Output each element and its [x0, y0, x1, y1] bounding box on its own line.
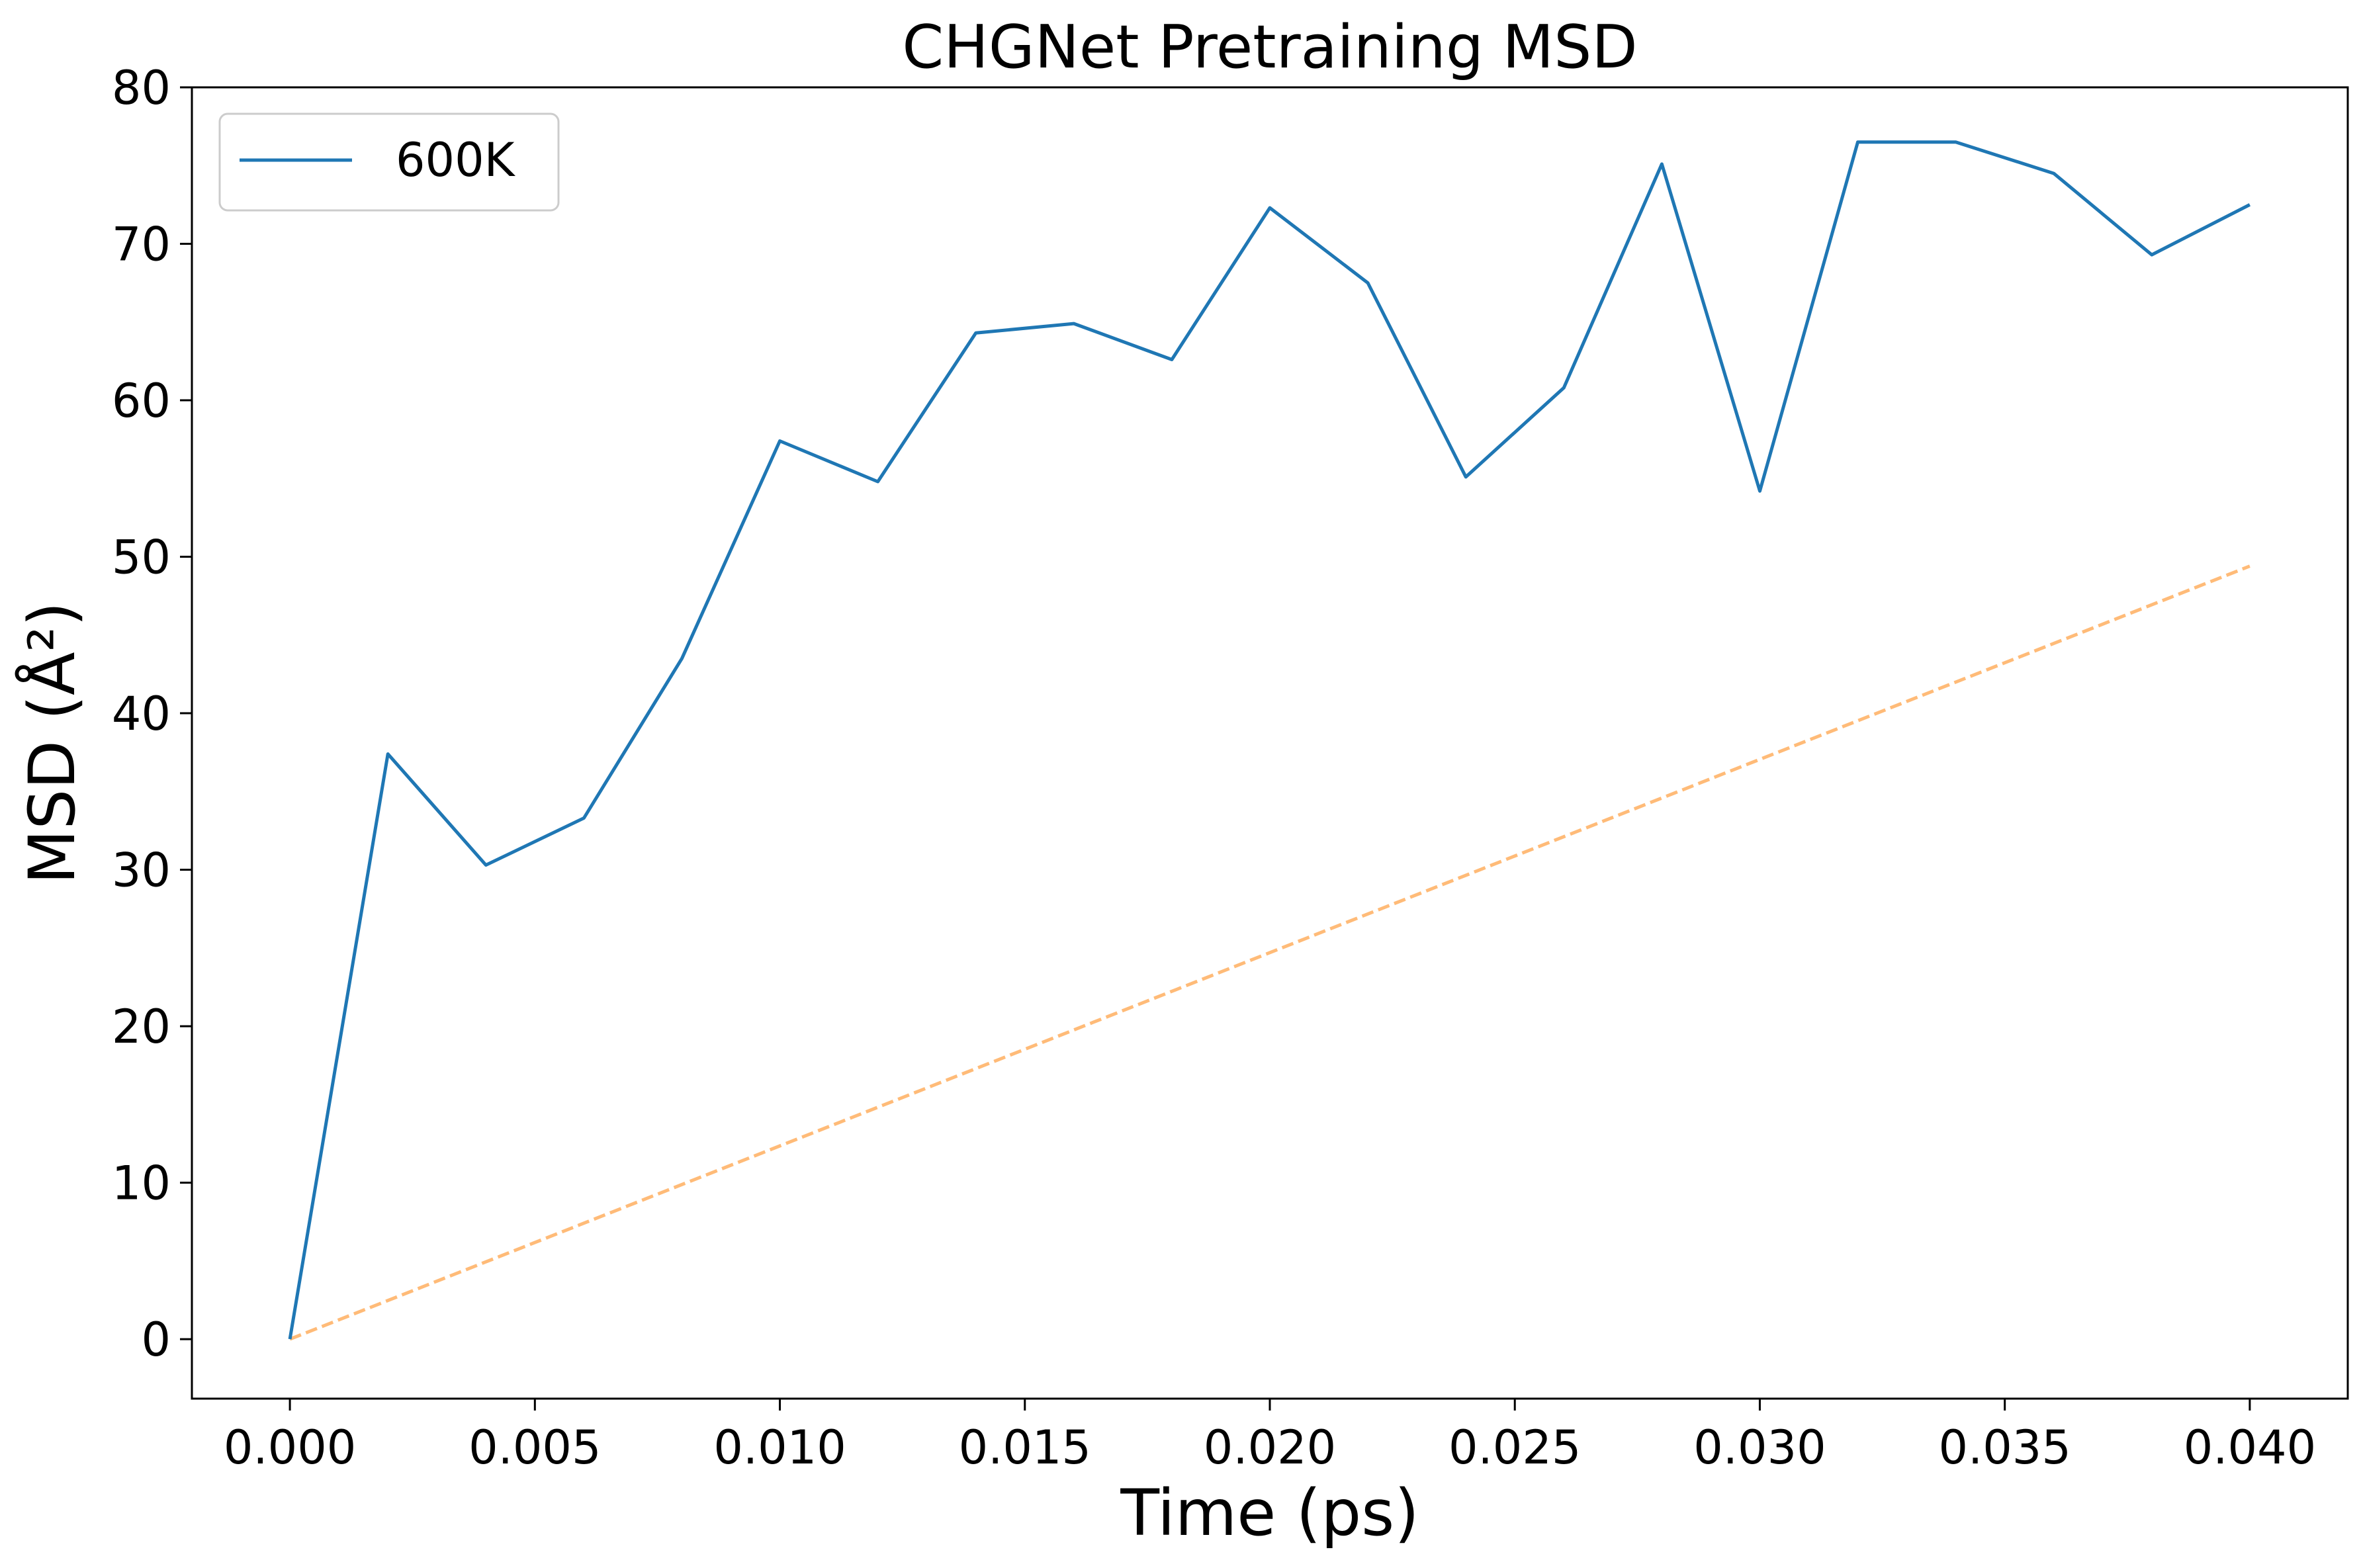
- y-tick-label: 0: [141, 1313, 171, 1367]
- legend: 600K: [218, 112, 560, 212]
- series-line-600k: [288, 140, 2251, 1340]
- plot-area: [288, 140, 2251, 1341]
- y-tick-label: 10: [112, 1156, 171, 1211]
- y-tick-label: 80: [112, 61, 171, 115]
- chart-title: CHGNet Pretraining MSD: [902, 13, 1637, 82]
- x-tick-label: 0.040: [2184, 1420, 2316, 1475]
- y-tick-label: 70: [112, 218, 171, 272]
- y-axis-label: MSD (Å²): [15, 601, 89, 884]
- x-tick-label: 0.020: [1204, 1420, 1336, 1475]
- legend-box: [218, 112, 560, 212]
- x-tick-label: 0.015: [959, 1420, 1091, 1475]
- x-axis-label: Time (ps): [1120, 1476, 1419, 1550]
- y-axis: 0 10 20 30 40 50 60 70 80: [112, 61, 192, 1367]
- x-axis: 0.000 0.005 0.010 0.015 0.020 0.025 0.030 0.035…: [224, 1399, 2316, 1475]
- x-tick-label: 0.030: [1693, 1420, 1826, 1475]
- x-tick-label: 0.000: [224, 1420, 356, 1475]
- x-tick-label: 0.010: [713, 1420, 846, 1475]
- y-tick-label: 20: [112, 1000, 171, 1054]
- y-tick-label: 60: [112, 374, 171, 428]
- reference-dashed-line: [289, 564, 2250, 1341]
- x-tick-label: 0.025: [1448, 1420, 1581, 1475]
- y-tick-label: 50: [112, 531, 171, 585]
- x-tick-label: 0.035: [1938, 1420, 2071, 1475]
- y-tick-label: 30: [112, 844, 171, 898]
- y-tick-label: 40: [112, 687, 171, 741]
- x-tick-label: 0.005: [468, 1420, 601, 1475]
- legend-label-600k: 600K: [396, 133, 516, 187]
